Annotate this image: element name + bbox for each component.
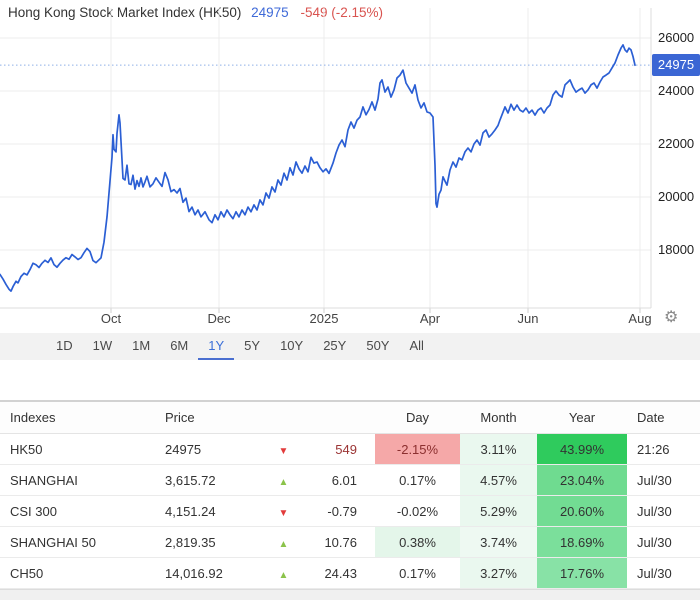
y-tick-label: 20000 — [658, 189, 695, 204]
header-indexes: Indexes — [0, 402, 157, 434]
header-date: Date — [627, 402, 700, 434]
direction-cell: ▼ — [267, 433, 300, 465]
year-percent-cell: 43.99% — [537, 433, 627, 465]
direction-cell: ▲ — [267, 526, 300, 558]
index-price: 3,615.72 — [157, 464, 267, 496]
year-percent-cell: 23.04% — [537, 464, 627, 496]
x-tick-label: Jun — [517, 311, 539, 326]
header-day: Day — [375, 402, 460, 434]
index-date: Jul/30 — [627, 557, 700, 589]
index-name-link[interactable]: SHANGHAI 50 — [0, 526, 157, 558]
index-price: 2,819.35 — [157, 526, 267, 558]
day-percent-cell: -0.02% — [375, 495, 460, 527]
index-name-link[interactable]: HK50 — [0, 433, 157, 465]
table-header-row: Indexes Price Day Month Year Date — [0, 402, 700, 434]
y-tick-label: 26000 — [658, 30, 695, 45]
price-change-text: -549 (-2.15%) — [300, 5, 383, 20]
range-button-1w[interactable]: 1W — [92, 338, 113, 353]
up-arrow-icon: ▲ — [278, 538, 289, 550]
y-tick-label: 18000 — [658, 242, 695, 257]
direction-cell: ▲ — [267, 464, 300, 496]
indexes-table-wrap: Indexes Price Day Month Year Date HK50 24… — [0, 400, 700, 589]
range-button-5y[interactable]: 5Y — [244, 338, 261, 353]
bottom-strip — [0, 589, 700, 600]
x-tick-label: Dec — [207, 311, 231, 326]
day-percent-cell: 0.38% — [375, 526, 460, 558]
index-change: -0.79 — [300, 495, 375, 527]
header-change-spacer — [300, 402, 375, 434]
index-date: Jul/30 — [627, 526, 700, 558]
index-price: 14,016.92 — [157, 557, 267, 589]
month-percent-cell: 3.74% — [460, 526, 537, 558]
up-arrow-icon: ▲ — [278, 569, 289, 581]
y-tick-label: 22000 — [658, 136, 695, 151]
settings-gear-icon[interactable]: ⚙ — [664, 309, 679, 326]
month-percent-cell: 3.27% — [460, 557, 537, 589]
down-arrow-icon: ▼ — [278, 445, 289, 457]
index-change: 24.43 — [300, 557, 375, 589]
indexes-table: Indexes Price Day Month Year Date HK50 24… — [0, 402, 700, 589]
range-button-all[interactable]: All — [409, 338, 424, 353]
index-price: 24975 — [157, 433, 267, 465]
direction-cell: ▼ — [267, 495, 300, 527]
day-percent-cell: 0.17% — [375, 557, 460, 589]
x-tick-label: Aug — [628, 311, 652, 326]
y-tick-label: 24000 — [658, 83, 695, 98]
header-arrow-spacer — [267, 402, 300, 434]
range-button-10y[interactable]: 10Y — [280, 338, 304, 353]
index-name-link[interactable]: CH50 — [0, 557, 157, 589]
header-year: Year — [537, 402, 627, 434]
table-row[interactable]: HK50 24975 ▼ 549 -2.15% 3.11% 43.99% 21:26 — [0, 433, 700, 465]
index-name-link[interactable]: SHANGHAI — [0, 464, 157, 496]
year-percent-cell: 18.69% — [537, 526, 627, 558]
index-change: 6.01 — [300, 464, 375, 496]
day-percent-cell: 0.17% — [375, 464, 460, 496]
year-percent-cell: 17.76% — [537, 557, 627, 589]
table-row[interactable]: SHANGHAI 3,615.72 ▲ 6.01 0.17% 4.57% 23.04% Jul… — [0, 464, 700, 496]
day-percent-cell: -2.15% — [375, 433, 460, 465]
month-percent-cell: 3.11% — [460, 433, 537, 465]
price-chart[interactable]: 26000 24000 22000 20000 18000 Oct Dec 2025 Apr J… — [0, 0, 700, 333]
current-price-text: 24975 — [251, 5, 289, 20]
current-price-badge: 24975 — [652, 54, 700, 76]
month-percent-cell: 4.57% — [460, 464, 537, 496]
page-title: Hong Kong Stock Market Index (HK50) 2497… — [0, 0, 700, 26]
index-name-link[interactable]: CSI 300 — [0, 495, 157, 527]
table-row[interactable]: CH50 14,016.92 ▲ 24.43 0.17% 3.27% 17.76% Jul/3… — [0, 557, 700, 589]
header-price: Price — [157, 402, 267, 434]
range-button-25y[interactable]: 25Y — [323, 338, 347, 353]
range-button-1d[interactable]: 1D — [56, 338, 73, 353]
range-button-1m[interactable]: 1M — [132, 338, 151, 353]
x-tick-label: Apr — [419, 311, 441, 326]
x-tick-label: 2025 — [309, 311, 339, 326]
up-arrow-icon: ▲ — [278, 476, 289, 488]
range-button-1y[interactable]: 1Y — [198, 333, 235, 360]
index-title: Hong Kong Stock Market Index (HK50) — [8, 5, 242, 20]
index-date: Jul/30 — [627, 464, 700, 496]
price-line — [0, 44, 636, 292]
direction-cell: ▲ — [267, 557, 300, 589]
range-button-6m[interactable]: 6M — [170, 338, 189, 353]
time-range-toolbar: 1D 1W 1M 6M 1Y 5Y 10Y 25Y 50Y All — [0, 333, 700, 360]
range-button-50y[interactable]: 50Y — [366, 338, 390, 353]
year-percent-cell: 20.60% — [537, 495, 627, 527]
index-change: 549 — [300, 433, 375, 465]
table-row[interactable]: CSI 300 4,151.24 ▼ -0.79 -0.02% 5.29% 20.60% Ju… — [0, 495, 700, 527]
header-month: Month — [460, 402, 537, 434]
index-date: 21:26 — [627, 433, 700, 465]
index-change: 10.76 — [300, 526, 375, 558]
index-date: Jul/30 — [627, 495, 700, 527]
index-price: 4,151.24 — [157, 495, 267, 527]
down-arrow-icon: ▼ — [278, 507, 289, 519]
chart-canvas[interactable] — [0, 0, 700, 333]
month-percent-cell: 5.29% — [460, 495, 537, 527]
x-tick-label: Oct — [100, 311, 122, 326]
table-row[interactable]: SHANGHAI 50 2,819.35 ▲ 10.76 0.38% 3.74% 18.69… — [0, 526, 700, 558]
